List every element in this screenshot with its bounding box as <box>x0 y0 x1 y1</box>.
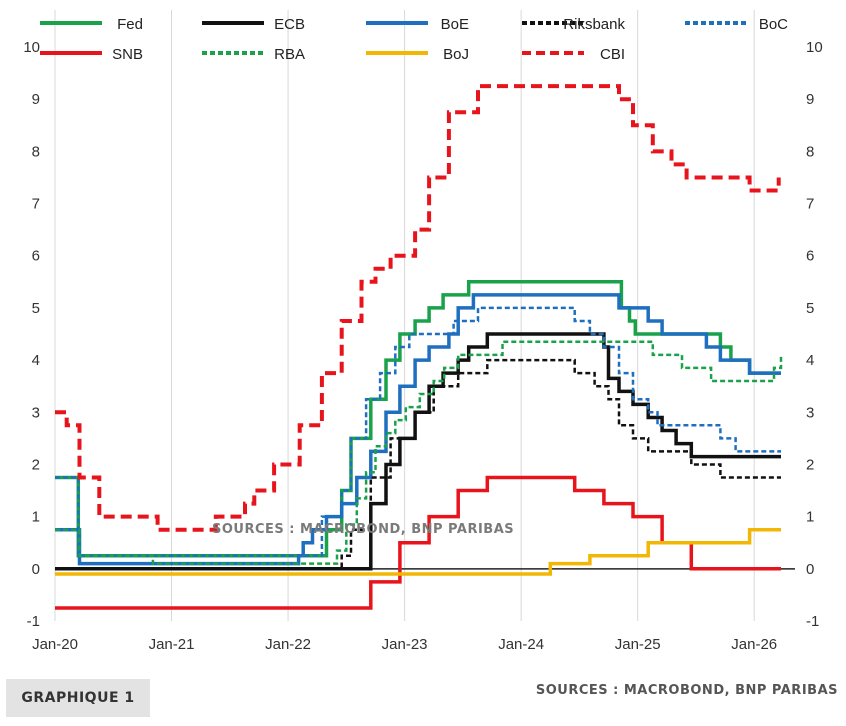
y-tick-label-right: 0 <box>806 561 814 578</box>
legend-label: ECB <box>274 16 305 33</box>
source-watermark: SOURCES : MACROBOND, BNP PARIBAS <box>212 522 514 537</box>
y-tick-label-right: 4 <box>806 352 814 369</box>
y-tick-label-left: 8 <box>32 143 40 160</box>
x-tick-label: Jan-21 <box>149 636 195 653</box>
y-tick-label-right: 8 <box>806 143 814 160</box>
series-lines <box>55 84 783 610</box>
y-tick-label-left: 4 <box>32 352 40 369</box>
x-tick-label: Jan-22 <box>265 636 311 653</box>
y-tick-label-left: 7 <box>32 196 40 213</box>
y-tick-label-right: -1 <box>806 613 819 630</box>
series-line-boe <box>55 293 781 566</box>
graph-label: GRAPHIQUE 1 <box>6 679 150 717</box>
x-axis: Jan-20 Jan-21 Jan-22 Jan-23 Jan-24 Jan-25 Jan-… <box>32 636 777 653</box>
y-axis-left: -1 0 1 2 3 4 5 6 7 8 9 10 <box>23 39 40 630</box>
y-tick-label-right: 6 <box>806 248 814 265</box>
source-note: SOURCES : MACROBOND, BNP PARIBAS <box>535 683 838 698</box>
legend-label: BoC <box>759 16 788 33</box>
y-tick-label-left: 10 <box>23 39 40 56</box>
legend-label: BoJ <box>443 46 469 63</box>
legend-label: Riksbank <box>563 16 625 33</box>
legend-label: Fed <box>117 16 143 33</box>
y-tick-label-left: 3 <box>32 404 40 421</box>
x-tick-label: Jan-25 <box>615 636 661 653</box>
y-tick-label-left: 6 <box>32 248 40 265</box>
series-line-fed <box>55 280 781 558</box>
y-tick-label-left: -1 <box>27 613 40 630</box>
y-tick-label-right: 7 <box>806 196 814 213</box>
y-tick-label-left: 9 <box>32 91 40 108</box>
y-axis-right: -1 0 1 2 3 4 5 6 7 8 9 10 <box>806 39 823 630</box>
series-line-riksbank <box>55 358 781 571</box>
y-tick-label-right: 9 <box>806 91 814 108</box>
series-line-boc <box>55 306 781 558</box>
y-tick-label-right: 3 <box>806 404 814 421</box>
y-tick-label-left: 2 <box>32 456 40 473</box>
y-tick-label-right: 10 <box>806 39 823 56</box>
x-tick-label: Jan-26 <box>731 636 777 653</box>
series-line-rba <box>55 340 783 565</box>
series-line-boj <box>55 527 781 576</box>
legend-label: SNB <box>112 46 143 63</box>
y-tick-label-right: 5 <box>806 300 814 317</box>
legend-label: CBI <box>600 46 625 63</box>
x-tick-label: Jan-20 <box>32 636 78 653</box>
x-tick-label: Jan-23 <box>382 636 428 653</box>
series-line-ecb <box>55 332 781 571</box>
chart-legend: Fed ECB BoE Riksbank BoC SNB RBA BoJ CBI <box>40 16 788 63</box>
y-tick-label-left: 0 <box>32 561 40 578</box>
x-tick-label: Jan-24 <box>498 636 544 653</box>
series-line-snb <box>55 475 781 610</box>
y-tick-label-left: 1 <box>32 509 40 526</box>
series-line-cbi <box>55 84 781 532</box>
y-tick-label-left: 5 <box>32 300 40 317</box>
y-tick-label-right: 2 <box>806 456 814 473</box>
legend-label: RBA <box>274 46 305 63</box>
y-tick-label-right: 1 <box>806 509 814 526</box>
legend-label: BoE <box>441 16 469 33</box>
chart-gridlines <box>54 10 795 621</box>
